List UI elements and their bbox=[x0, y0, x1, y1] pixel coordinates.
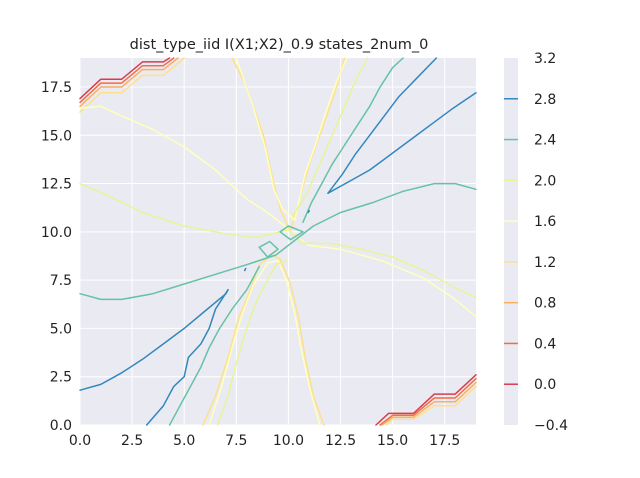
y-tick-label: 12.5 bbox=[41, 177, 72, 193]
contour-line-7-4 bbox=[243, 267, 247, 272]
y-tick-label: 10.0 bbox=[41, 225, 72, 241]
contour-line-4-1 bbox=[235, 57, 348, 222]
colorbar-tick-label: 0.8 bbox=[534, 296, 556, 312]
colorbar: 3.2 2.8 2.4 2.0 1.6 1.2 0.8 0.4 0.0 −0.4 bbox=[504, 51, 568, 434]
contour-line-2-1 bbox=[381, 381, 477, 426]
colorbar-tick-label: 1.2 bbox=[534, 255, 556, 271]
contour-line-6-3 bbox=[258, 240, 279, 258]
contour-line-7-1 bbox=[145, 289, 229, 426]
x-tick-label: 12.5 bbox=[325, 433, 356, 449]
chart-title: dist_type_iid I(X1;X2)_0.9 states_2num_0 bbox=[130, 37, 429, 53]
y-tick-label: 0.0 bbox=[50, 418, 72, 434]
contour-line-1-1 bbox=[379, 377, 477, 426]
x-tick-label: 5.0 bbox=[173, 433, 195, 449]
contour-line-0-0 bbox=[79, 57, 171, 100]
colorbar-tick-label: 1.6 bbox=[534, 214, 556, 230]
contour-line-7-2 bbox=[327, 92, 477, 194]
contour-line-4-0 bbox=[79, 105, 477, 318]
colorbar-tick-label: 2.4 bbox=[534, 133, 556, 149]
contour-level-0 bbox=[79, 57, 477, 426]
contour-line-5-0 bbox=[79, 182, 477, 299]
contour-lines bbox=[79, 57, 477, 426]
contour-line-7-3 bbox=[327, 57, 438, 194]
contour-line-5-2 bbox=[291, 57, 369, 218]
x-tick-label: 17.5 bbox=[429, 433, 460, 449]
contour-line-3-1 bbox=[385, 385, 477, 426]
x-tick-label: 10.0 bbox=[273, 433, 304, 449]
contour-line-0-1 bbox=[375, 374, 477, 426]
contour-line-4-2 bbox=[208, 260, 321, 426]
contour-line-7-5 bbox=[307, 209, 311, 214]
contour-line-6-1 bbox=[168, 265, 260, 426]
contour-line-2-0 bbox=[79, 57, 179, 108]
colorbar-tick-label: 0.0 bbox=[534, 377, 556, 393]
colorbar-tick-label: 2.8 bbox=[534, 92, 556, 108]
y-tick-label: 7.5 bbox=[50, 273, 72, 289]
contour-level-0_8 bbox=[79, 57, 477, 426]
contour-line-6-4 bbox=[279, 225, 304, 241]
x-axis-ticks: 0.0 2.5 5.0 7.5 10.0 12.5 15.0 17.5 bbox=[69, 433, 460, 449]
contour-line-3-0 bbox=[79, 57, 185, 113]
x-tick-label: 2.5 bbox=[121, 433, 143, 449]
colorbar-tick-label: 0.4 bbox=[534, 336, 556, 352]
contour-level-2_4 bbox=[79, 57, 477, 426]
colorbar-tick-label: −0.4 bbox=[534, 418, 568, 434]
contour-line-5-1 bbox=[216, 260, 288, 426]
x-tick-label: 0.0 bbox=[69, 433, 91, 449]
y-tick-label: 15.0 bbox=[41, 128, 72, 144]
contour-line-1-0 bbox=[79, 57, 175, 104]
x-tick-label: 7.5 bbox=[225, 433, 247, 449]
contour-level-1_6 bbox=[79, 57, 477, 426]
colorbar-tick-label: 3.2 bbox=[534, 51, 556, 67]
y-tick-label: 5.0 bbox=[50, 321, 72, 337]
x-tick-label: 15.0 bbox=[377, 433, 408, 449]
contour-line-7-0 bbox=[79, 289, 229, 391]
contour-line-3-3 bbox=[202, 254, 325, 426]
y-tick-label: 17.5 bbox=[41, 80, 72, 96]
colorbar-background bbox=[504, 58, 518, 425]
contour-level-2 bbox=[79, 57, 477, 426]
y-axis-ticks: 0.0 2.5 5.0 7.5 10.0 12.5 15.0 17.5 bbox=[41, 80, 72, 434]
contour-level-0_4 bbox=[79, 57, 477, 426]
y-tick-label: 2.5 bbox=[50, 370, 72, 386]
plot-area bbox=[79, 57, 477, 426]
contour-level-2_8 bbox=[79, 57, 477, 426]
plot-background bbox=[80, 58, 476, 425]
contour-line-6-0 bbox=[79, 182, 477, 301]
contour-line-6-2 bbox=[302, 57, 404, 223]
colorbar-tick-label: 2.0 bbox=[534, 173, 556, 189]
